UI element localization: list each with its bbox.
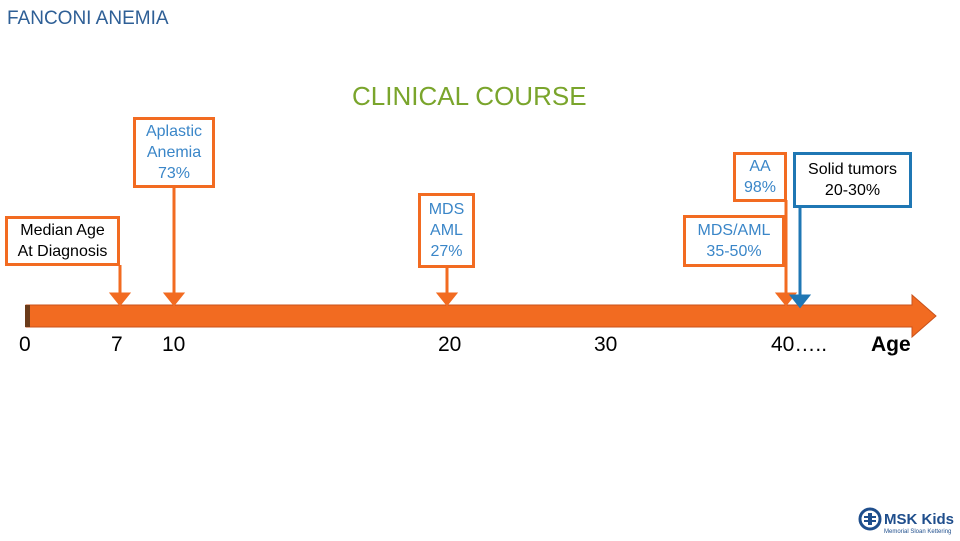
timeline-start-marker <box>25 305 30 327</box>
slide-title: CLINICAL COURSE <box>352 81 587 111</box>
mds-line1: MDS <box>428 201 465 218</box>
solid-tumors-box: Solid tumors 20-30% <box>793 152 912 208</box>
mds-aml-box: MDS AML 27% <box>418 193 475 268</box>
tick-label-30: 30 <box>594 333 618 356</box>
msk-kids-logo: MSK Kids Memorial Sloan Kettering <box>858 506 954 536</box>
aplastic-anemia-box: Aplastic Anemia 73% <box>133 117 215 188</box>
solid-arrowhead <box>788 294 812 309</box>
mds-aml-range-box: MDS/AML 35-50% <box>683 215 785 267</box>
solid-line2: 20-30% <box>824 182 881 199</box>
mds-arrowhead <box>435 292 459 307</box>
aplastic-line3: 73% <box>157 165 191 182</box>
aplastic-line2: Anemia <box>146 144 202 161</box>
tick-label-7: 7 <box>111 333 123 356</box>
aa-box: AA 98% <box>733 152 787 202</box>
aplastic-line1: Aplastic <box>145 123 203 140</box>
tick-label-0: 0 <box>19 333 31 356</box>
header-title: FANCONI ANEMIA <box>7 8 169 29</box>
mds-aml-range-line2: 35-50% <box>706 243 762 260</box>
mds-line3: 27% <box>430 243 463 260</box>
axis-label-age: Age <box>871 333 911 356</box>
aa-arrowhead <box>774 292 798 307</box>
solid-line1: Solid tumors <box>808 161 897 178</box>
mds-aml-range-line1: MDS/AML <box>697 222 771 239</box>
aa-line1: AA <box>749 158 771 175</box>
logo-brand-text: MSK Kids <box>884 511 954 528</box>
median-arrowhead <box>108 292 132 307</box>
tick-label-20: 20 <box>438 333 462 356</box>
median-age-box: Median Age At Diagnosis <box>5 216 120 266</box>
timeline-arrow <box>25 293 937 339</box>
tick-label-40: 40….. <box>771 333 828 356</box>
mds-line2: AML <box>430 222 463 239</box>
aa-line2: 98% <box>743 179 777 196</box>
aplastic-arrowhead <box>162 292 186 307</box>
msk-logo-graphic: MSK Kids Memorial Sloan Kettering <box>858 507 954 535</box>
tick-label-10: 10 <box>162 333 186 356</box>
median-age-line2: At Diagnosis <box>17 243 108 260</box>
logo-sub-text: Memorial Sloan Kettering <box>884 529 951 535</box>
median-age-line1: Median Age <box>20 222 105 239</box>
